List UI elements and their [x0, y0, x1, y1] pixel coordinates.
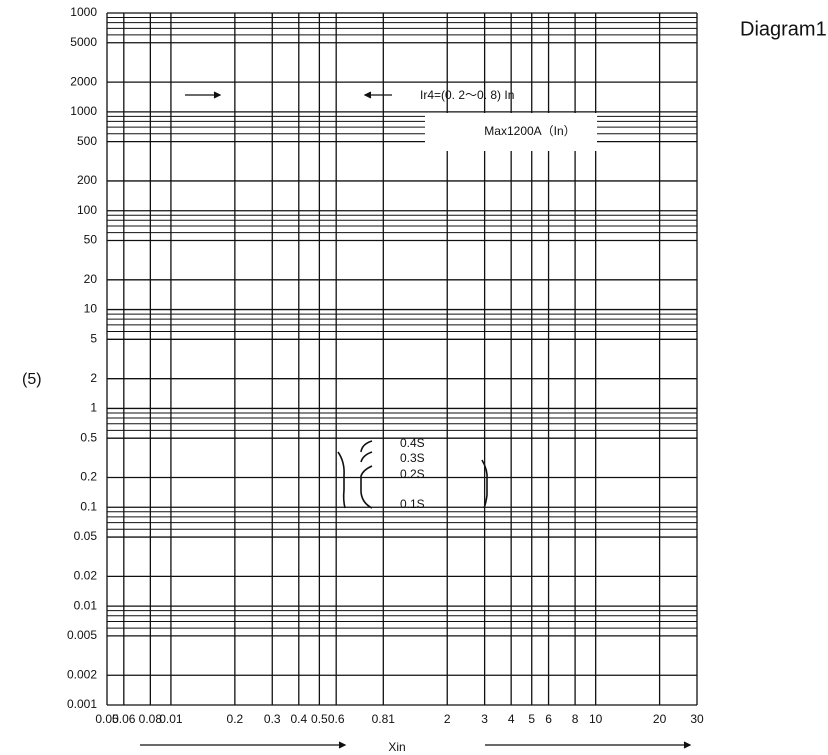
y-tick-label: 1000 — [70, 5, 97, 19]
y-tick-label: 0.002 — [67, 667, 97, 681]
x-tick-label: 0.2 — [227, 712, 244, 726]
annotation: 0.3S — [400, 451, 425, 465]
x-tick-label: 2 — [444, 712, 451, 726]
y-axis-label: (5) — [22, 371, 42, 388]
grid — [106, 12, 698, 706]
x-tick-label: 0.05 — [95, 712, 119, 726]
arrows — [140, 91, 692, 749]
x-tick-label: 0.6 — [328, 712, 345, 726]
y-tick-label: 2000 — [70, 74, 97, 88]
x-tick-label: 0.4 — [290, 712, 307, 726]
x-tick-label: 10 — [589, 712, 603, 726]
y-tick-label: 1000 — [70, 104, 97, 118]
y-tick-label: 0.1 — [80, 499, 97, 513]
x-tick-label: 6 — [545, 712, 552, 726]
annotation: 0.2S — [400, 467, 425, 481]
annotation: 0.1S — [400, 497, 425, 511]
y-tick-label: 2 — [90, 371, 97, 385]
x-tick-label: 0.08 — [139, 712, 163, 726]
x-tick-label: 20 — [653, 712, 667, 726]
trip-curves — [337, 440, 488, 509]
y-tick-label: 200 — [77, 173, 97, 187]
annotation: Ir4=(0. 2～0. 8) In — [420, 88, 514, 102]
label-box — [425, 113, 597, 151]
y-tick-label: 5 — [90, 332, 97, 346]
annotation: Max1200A（In） — [484, 124, 575, 138]
y-tick-label: 0.001 — [67, 697, 97, 711]
annotation: 0.4S — [400, 436, 425, 450]
y-tick-label: 50 — [84, 233, 98, 247]
x-tick-label: 0.06 — [112, 712, 136, 726]
y-tick-label: 0.005 — [67, 628, 97, 642]
x-tick-label: 8 — [572, 712, 579, 726]
x-axis-label: Xin — [388, 740, 405, 754]
x-tick-label: 5 — [528, 712, 535, 726]
x-tick-label: 0.81 — [372, 712, 396, 726]
y-tick-label: 500 — [77, 134, 97, 148]
y-tick-label: 0.02 — [74, 569, 98, 583]
x-tick-label: 3 — [481, 712, 488, 726]
y-tick-label: 100 — [77, 203, 97, 217]
y-tick-label: 1 — [90, 401, 97, 415]
y-tick-label: 20 — [84, 272, 98, 286]
chart-title: Diagram1 — [740, 18, 827, 40]
y-tick-label: 5000 — [70, 35, 97, 49]
x-tick-label: 0.3 — [264, 712, 281, 726]
y-tick-label: 0.05 — [74, 529, 98, 543]
x-tick-label: 4 — [508, 712, 515, 726]
y-tick-label: 0.5 — [80, 430, 97, 444]
x-tick-label: 30 — [690, 712, 704, 726]
x-tick-label: 0.5 — [311, 712, 328, 726]
y-tick-label: 10 — [84, 302, 98, 316]
y-tick-label: 0.2 — [80, 470, 97, 484]
y-tick-label: 0.01 — [74, 598, 98, 612]
x-tick-label: 0.01 — [159, 712, 183, 726]
